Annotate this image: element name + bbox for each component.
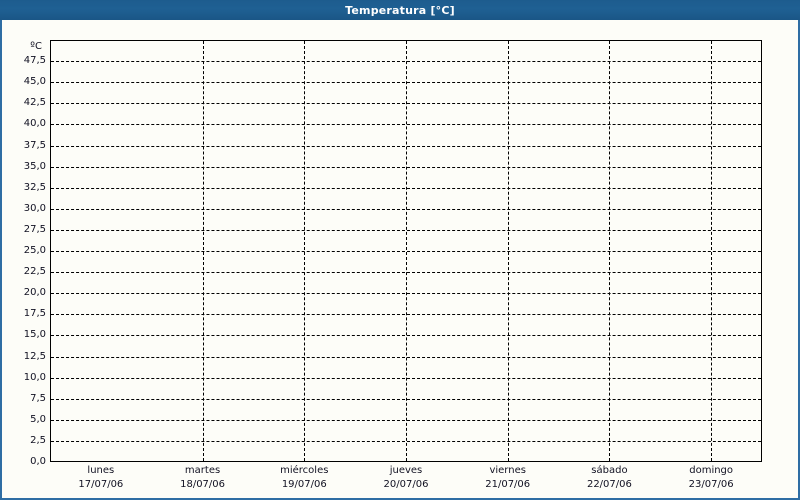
x-axis-tick-date: 18/07/06 xyxy=(180,479,226,490)
x-axis-tick-day: viernes xyxy=(489,465,526,476)
x-axis-tick-date: 23/07/06 xyxy=(688,479,734,490)
x-axis-tick-label: jueves 20/07/06 xyxy=(346,464,466,492)
x-axis-tick-date: 20/07/06 xyxy=(383,479,429,490)
y-axis-tick-labels: 47,5 45,0 42,5 40,0 37,5 35,0 32,5 30,0 27,5 25,0… xyxy=(2,0,46,500)
y-axis-tick-label: 47,5 xyxy=(23,55,46,67)
y-axis-unit-label: ºC xyxy=(30,41,42,52)
y-axis-tick-label: 7,5 xyxy=(30,392,46,404)
y-axis-tick-label: 30,0 xyxy=(23,202,46,214)
x-axis-tick-label: miércoles 19/07/06 xyxy=(244,464,364,492)
grid-line-vertical xyxy=(304,41,306,461)
y-axis-tick-label: 10,0 xyxy=(23,371,46,383)
grid-layer xyxy=(51,41,761,461)
x-axis-tick-label: lunes 17/07/06 xyxy=(41,464,161,492)
x-axis-tick-label: sábado 22/07/06 xyxy=(549,464,669,492)
y-axis-tick-label: 2,5 xyxy=(30,434,46,446)
y-axis-tick-label: 37,5 xyxy=(23,139,46,151)
y-axis-tick-label: 27,5 xyxy=(23,223,46,235)
x-axis-tick-date: 17/07/06 xyxy=(78,479,124,490)
y-axis-tick-label: 20,0 xyxy=(23,287,46,299)
y-axis-tick-label: 35,0 xyxy=(23,160,46,172)
y-axis-tick-label: 25,0 xyxy=(23,245,46,256)
grid-line-vertical xyxy=(507,41,509,461)
x-axis-tick-day: domingo xyxy=(689,465,734,476)
x-axis-tick-date: 22/07/06 xyxy=(586,479,632,490)
x-axis-tick-labels: lunes 17/07/06 martes 18/07/06 miércoles 19/0… xyxy=(2,464,800,500)
x-axis-tick-label: martes 18/07/06 xyxy=(143,464,263,492)
x-axis-tick-label: viernes 21/07/06 xyxy=(448,464,568,492)
x-axis-tick-day: lunes xyxy=(87,465,115,476)
y-axis-tick-label: 32,5 xyxy=(23,181,46,193)
page-title: Temperatura [°C] xyxy=(345,3,455,17)
y-axis-tick-label: 12,5 xyxy=(23,350,46,362)
x-axis-tick-day: martes xyxy=(184,465,221,476)
chart-title-bar: Temperatura [°C] xyxy=(0,0,800,20)
y-axis-tick-label: 5,0 xyxy=(30,413,46,425)
y-axis-tick-label: 17,5 xyxy=(23,308,46,320)
grid-line-vertical xyxy=(406,41,407,461)
x-axis-tick-date: 19/07/06 xyxy=(281,479,327,490)
x-axis-tick-day: sábado xyxy=(591,465,628,476)
x-axis-tick-date: 21/07/06 xyxy=(485,479,531,490)
grid-line-vertical xyxy=(711,41,713,461)
grid-line-vertical xyxy=(609,41,611,461)
y-axis-tick-label: 40,0 xyxy=(23,118,46,130)
y-axis-tick-label: 22,5 xyxy=(23,266,46,278)
grid-line-vertical xyxy=(202,41,204,461)
x-axis-tick-label: domingo 23/07/06 xyxy=(651,464,771,492)
x-axis-tick-day: jueves xyxy=(389,465,423,476)
x-axis-tick-day: miércoles xyxy=(280,465,329,476)
y-axis-tick-label: 45,0 xyxy=(23,76,46,88)
y-axis-tick-label: 0,0 xyxy=(30,456,46,467)
y-axis-tick-label: 42,5 xyxy=(23,97,46,109)
y-axis-tick-label: 15,0 xyxy=(23,329,46,341)
plot-area xyxy=(50,40,762,462)
